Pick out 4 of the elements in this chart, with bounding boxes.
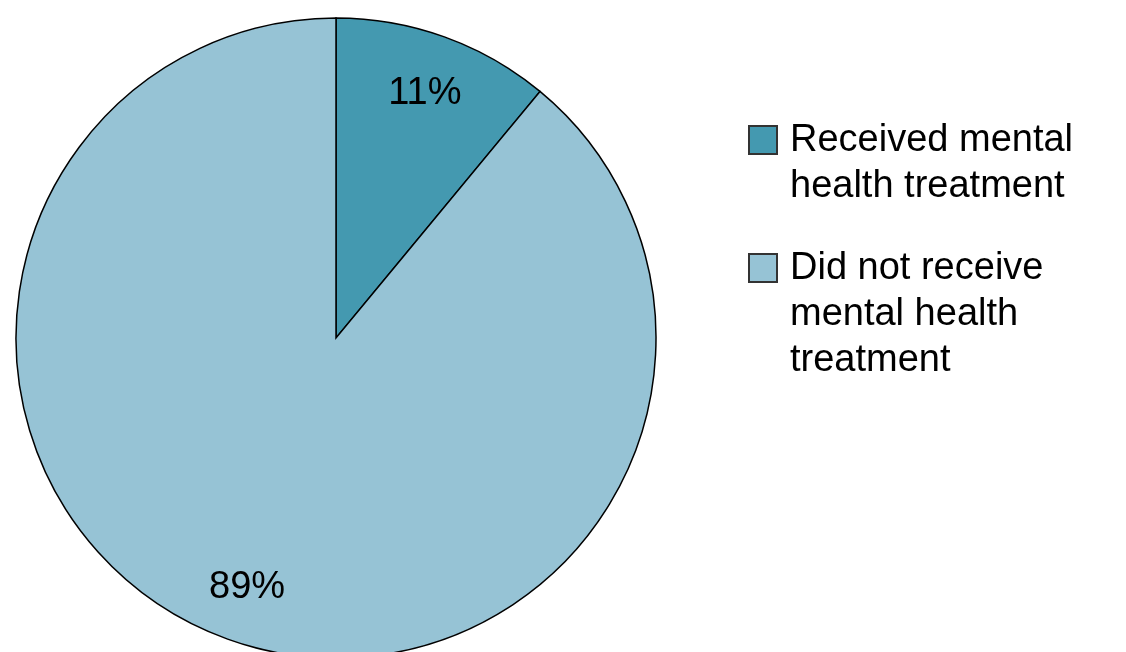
legend-label: Did not receive mental health treatment [790, 244, 1045, 381]
data-label: 89% [209, 563, 286, 606]
legend-label: Received mental health treatment [790, 116, 1075, 207]
data-label: 11% [388, 70, 462, 113]
